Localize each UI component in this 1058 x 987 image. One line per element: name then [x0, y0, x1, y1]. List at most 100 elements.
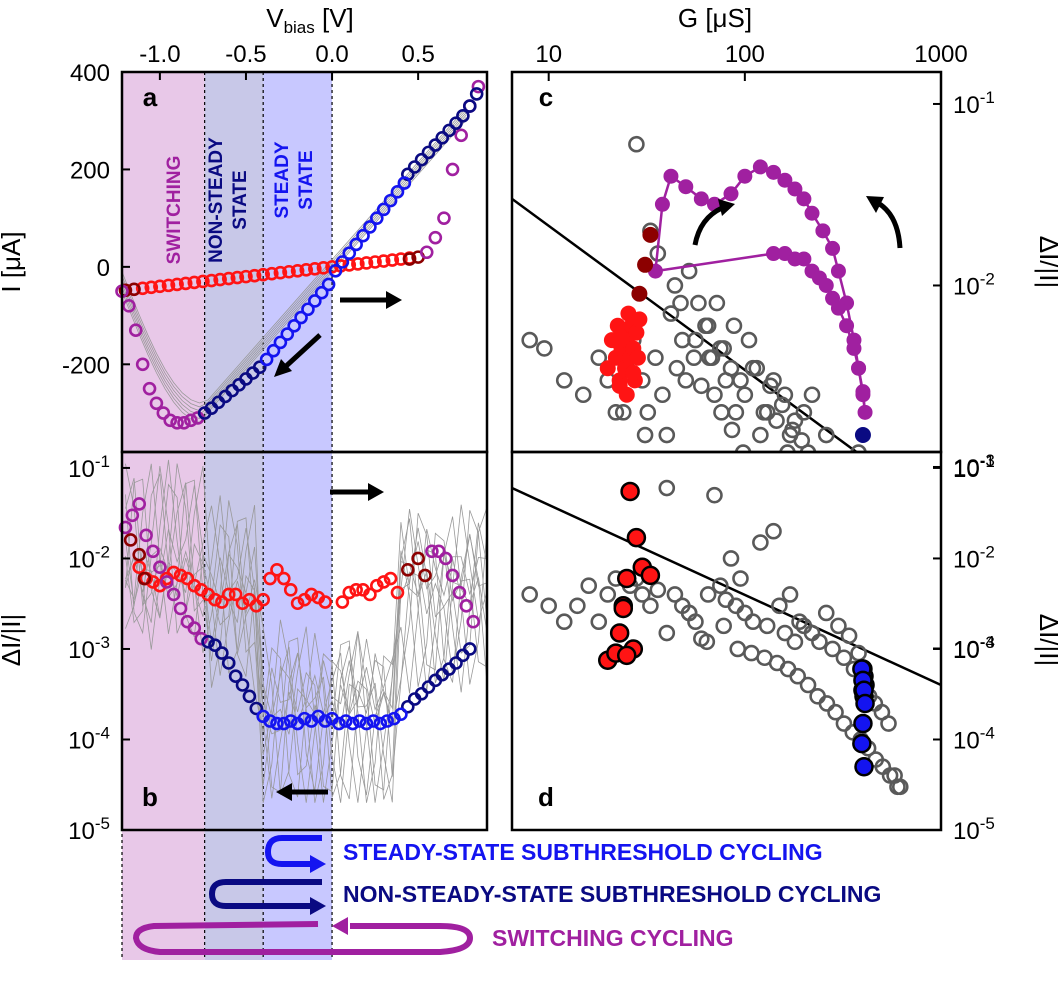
data-point [363, 587, 377, 602]
data-point [277, 716, 291, 731]
plot-area [512, 135, 904, 624]
data-point [850, 444, 867, 452]
data-point [617, 645, 637, 666]
data-point [437, 211, 451, 225]
data-point [791, 613, 808, 631]
data-point [723, 186, 739, 202]
data-point [663, 168, 679, 184]
data-point [580, 577, 598, 595]
data-point [680, 262, 698, 280]
data-point [521, 586, 538, 603]
data-point [642, 597, 659, 615]
data-point [817, 604, 835, 622]
data-point [401, 562, 415, 577]
data-point [658, 479, 676, 497]
data-point [161, 278, 176, 293]
data-point [368, 255, 382, 269]
data-point [613, 598, 634, 619]
data-point [723, 421, 741, 439]
trace [121, 112, 467, 412]
data-point [247, 268, 262, 283]
data-point [419, 245, 434, 260]
data-point [883, 587, 897, 601]
data-point [712, 577, 729, 595]
data-point [861, 451, 867, 452]
data-point [649, 581, 667, 599]
data-point [273, 265, 288, 280]
data-point [153, 560, 167, 575]
x-axis-label: Vbias [V] [266, 3, 354, 37]
data-point [125, 508, 140, 523]
data-point [890, 610, 904, 624]
data-point [321, 277, 336, 292]
data-point [786, 412, 804, 429]
data-point [796, 191, 812, 207]
data-point [708, 294, 726, 312]
data-point [228, 587, 243, 602]
data-point [462, 99, 477, 113]
panel-d: 10-510-410-310-210-1ΔI/|I|d [510, 450, 1058, 845]
data-point [290, 596, 305, 611]
direction-arrow-head [276, 783, 292, 801]
y-tick-label: 10-1 [68, 452, 110, 483]
data-point [835, 715, 853, 732]
data-point [414, 686, 429, 701]
data-point [790, 460, 804, 474]
legend-label: SWITCHING CYCLING [492, 925, 734, 951]
data-point [816, 488, 830, 502]
y-axis-label: ΔI/|I| [1034, 614, 1058, 667]
data-point [390, 185, 405, 199]
data-point [425, 544, 439, 559]
data-point [221, 271, 236, 286]
data-point [445, 162, 460, 177]
data-point [772, 460, 786, 474]
data-point [194, 631, 208, 646]
cycle-loop [208, 879, 322, 909]
data-point [640, 565, 661, 586]
data-point [452, 585, 467, 600]
data-point [853, 713, 873, 734]
cycle-loop [132, 921, 474, 955]
data-point [259, 352, 274, 367]
data-point [263, 571, 277, 586]
data-point [830, 263, 846, 279]
data-point [831, 460, 845, 474]
data-point [809, 687, 826, 705]
trace [125, 463, 488, 799]
data-point [402, 252, 417, 266]
data-point [256, 267, 270, 282]
legend: STEADY-STATE SUBTHRESHOLD CYCLING NON-STE… [132, 835, 881, 955]
data-point [363, 220, 377, 234]
data-point [734, 444, 752, 452]
x-tick-label: 0.5 [401, 41, 434, 68]
data-point [859, 531, 875, 547]
data-point [356, 228, 370, 243]
cycle-arrow-head [310, 855, 326, 873]
axes-frame [120, 450, 489, 832]
data-point [264, 266, 279, 281]
data-point [215, 595, 229, 609]
data-point [449, 116, 463, 130]
data-point [328, 263, 343, 278]
y-tick-label: 0 [97, 255, 110, 282]
data-point [713, 404, 730, 421]
data-point [727, 404, 745, 421]
data-point [736, 604, 754, 622]
data-point [662, 305, 680, 322]
data-point [825, 240, 841, 256]
data-point [748, 359, 766, 377]
data-point [376, 575, 391, 589]
data-point [636, 426, 654, 444]
data-point [266, 343, 281, 358]
data-point [142, 381, 157, 396]
x-tick-label: 0.0 [315, 41, 348, 68]
data-point [153, 578, 167, 593]
data-point [732, 372, 749, 389]
data-point [263, 714, 277, 728]
data-point [590, 349, 608, 367]
data-point [799, 676, 817, 694]
data-point [349, 237, 363, 252]
data-point [752, 426, 769, 444]
data-point [855, 693, 875, 714]
panel-label: b [142, 782, 158, 812]
